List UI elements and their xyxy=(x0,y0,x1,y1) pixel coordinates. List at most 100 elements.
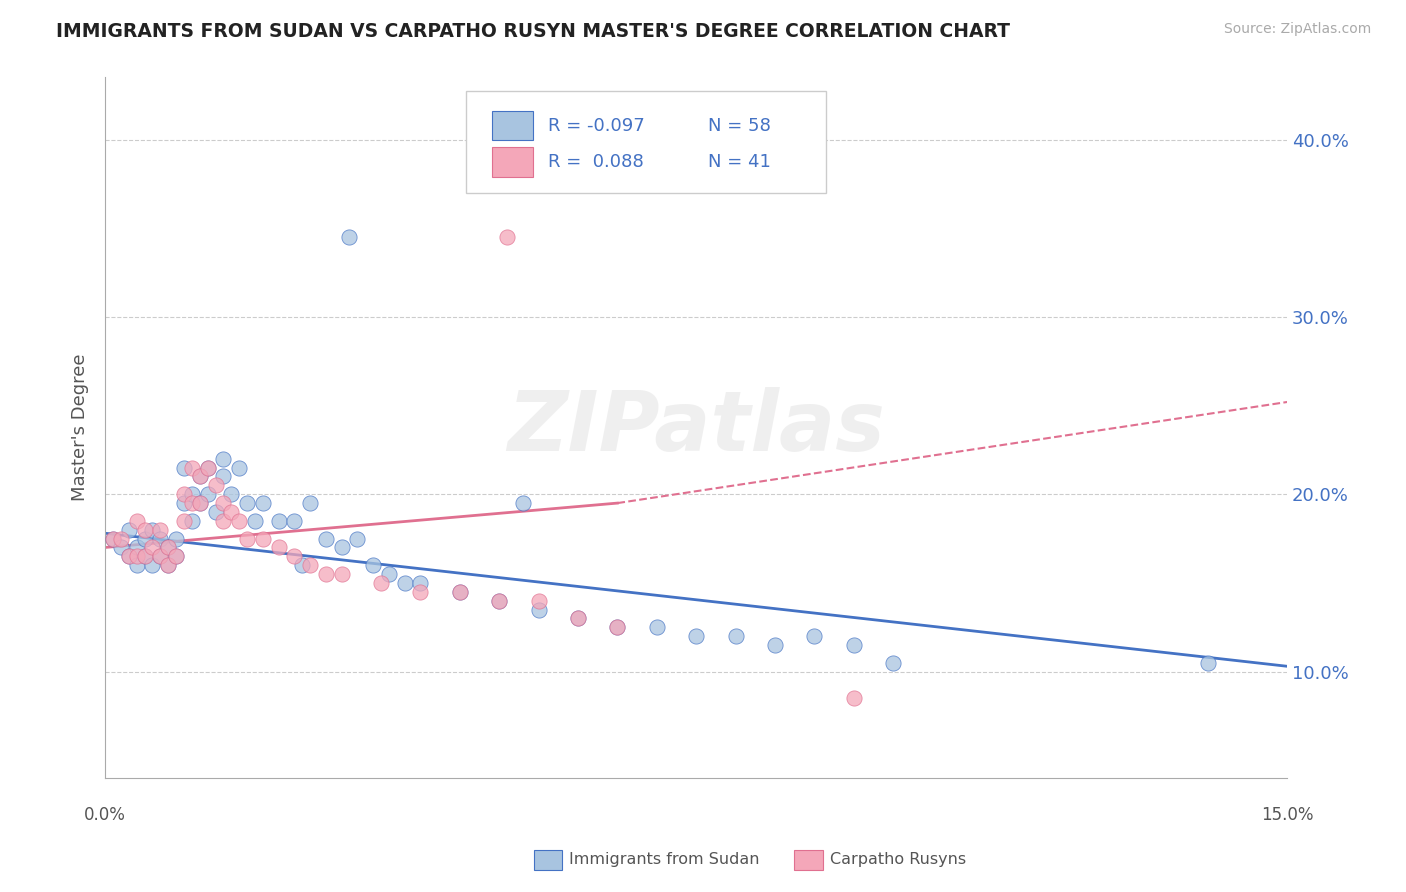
Text: Immigrants from Sudan: Immigrants from Sudan xyxy=(569,853,759,867)
Point xyxy=(188,496,211,510)
Point xyxy=(212,469,235,483)
Point xyxy=(134,549,156,564)
Point xyxy=(346,532,368,546)
Point xyxy=(157,558,180,573)
Point xyxy=(125,549,148,564)
Point xyxy=(197,487,219,501)
Point xyxy=(101,532,124,546)
Point xyxy=(567,611,589,625)
Point xyxy=(267,541,290,555)
Point xyxy=(141,541,163,555)
Point xyxy=(188,469,211,483)
Point xyxy=(197,460,219,475)
Point xyxy=(197,460,219,475)
Point xyxy=(219,487,242,501)
Point xyxy=(228,460,250,475)
Point xyxy=(315,567,337,582)
Text: R =  0.088: R = 0.088 xyxy=(548,153,644,171)
Point xyxy=(724,629,747,643)
Text: Source: ZipAtlas.com: Source: ZipAtlas.com xyxy=(1223,22,1371,37)
Text: ZIPatlas: ZIPatlas xyxy=(508,387,886,468)
Point xyxy=(606,620,628,634)
Point xyxy=(496,230,519,244)
Point xyxy=(378,567,401,582)
Text: R = -0.097: R = -0.097 xyxy=(548,117,645,135)
Point xyxy=(370,575,392,590)
Point xyxy=(134,523,156,537)
Point xyxy=(173,514,195,528)
Point xyxy=(527,602,550,616)
Point xyxy=(339,230,361,244)
Point xyxy=(110,541,132,555)
Point xyxy=(236,532,259,546)
Point xyxy=(252,496,274,510)
Point xyxy=(315,532,337,546)
Point xyxy=(149,549,172,564)
Point xyxy=(842,638,865,652)
Point xyxy=(449,584,471,599)
Point xyxy=(567,611,589,625)
Bar xyxy=(492,112,533,141)
Point xyxy=(204,505,226,519)
Point xyxy=(149,523,172,537)
Point xyxy=(527,593,550,607)
Point xyxy=(409,584,432,599)
Point xyxy=(118,549,141,564)
Point xyxy=(645,620,668,634)
Point xyxy=(219,505,242,519)
Point xyxy=(763,638,786,652)
Point xyxy=(165,549,187,564)
Point xyxy=(118,523,141,537)
Point xyxy=(141,558,163,573)
Point xyxy=(212,514,235,528)
Point xyxy=(488,593,510,607)
Point xyxy=(299,496,322,510)
Point xyxy=(606,620,628,634)
Point xyxy=(180,487,202,501)
Point xyxy=(394,575,416,590)
Y-axis label: Master's Degree: Master's Degree xyxy=(72,354,89,501)
Point xyxy=(149,532,172,546)
Point xyxy=(157,558,180,573)
Point xyxy=(180,496,202,510)
FancyBboxPatch shape xyxy=(465,92,827,193)
Point xyxy=(101,532,124,546)
Point xyxy=(204,478,226,492)
Point xyxy=(449,584,471,599)
Bar xyxy=(492,147,533,177)
Point xyxy=(299,558,322,573)
Point xyxy=(1197,656,1219,670)
Point xyxy=(803,629,825,643)
Point xyxy=(180,514,202,528)
Point xyxy=(330,541,353,555)
Point xyxy=(488,593,510,607)
Point xyxy=(212,451,235,466)
Point xyxy=(188,496,211,510)
Point xyxy=(125,541,148,555)
Point xyxy=(188,469,211,483)
Point xyxy=(180,460,202,475)
Point xyxy=(267,514,290,528)
Point xyxy=(165,549,187,564)
Point xyxy=(330,567,353,582)
Point xyxy=(141,523,163,537)
Point xyxy=(157,541,180,555)
Point xyxy=(125,558,148,573)
Text: Carpatho Rusyns: Carpatho Rusyns xyxy=(830,853,966,867)
Point xyxy=(512,496,534,510)
Point xyxy=(157,541,180,555)
Point xyxy=(842,691,865,706)
Text: 0.0%: 0.0% xyxy=(84,806,127,824)
Point xyxy=(173,487,195,501)
Point xyxy=(173,460,195,475)
Text: 15.0%: 15.0% xyxy=(1261,806,1313,824)
Point xyxy=(134,549,156,564)
Text: N = 41: N = 41 xyxy=(709,153,770,171)
Point xyxy=(291,558,314,573)
Point xyxy=(243,514,266,528)
Text: N = 58: N = 58 xyxy=(709,117,770,135)
Point xyxy=(252,532,274,546)
Point xyxy=(228,514,250,528)
Point xyxy=(283,549,305,564)
Point xyxy=(149,549,172,564)
